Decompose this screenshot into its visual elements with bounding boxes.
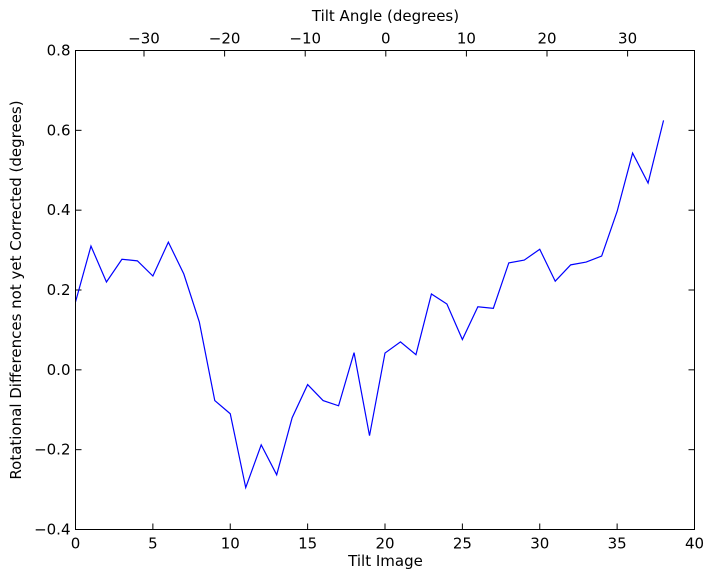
y-tick-label: 0.2	[47, 281, 71, 299]
top-x-tick-label: −20	[209, 30, 241, 48]
x-tick-label: 35	[608, 535, 627, 553]
x-tick-label: 15	[298, 535, 317, 553]
x-tick-label: 25	[453, 535, 472, 553]
y-tick-label: 0.6	[47, 121, 71, 139]
x-tick-label: 40	[685, 535, 704, 553]
top-x-tick-label: −30	[128, 30, 160, 48]
series-layer	[74, 120, 665, 490]
series-line	[74, 120, 665, 490]
top-x-tick-label: 20	[537, 30, 556, 48]
top-axis-title: Tilt Angle (degrees)	[311, 7, 459, 25]
top-x-tick-label: 0	[381, 30, 391, 48]
y-tick-label: 0.8	[47, 42, 71, 60]
x-tick-label: 30	[530, 535, 549, 553]
x-tick-label: 20	[375, 535, 394, 553]
y-tick-label: −0.4	[34, 521, 70, 539]
x-axis-title: Tilt Image	[347, 552, 423, 570]
top-x-tick-label: −10	[289, 30, 321, 48]
y-tick-label: 0.4	[47, 201, 71, 219]
ticks-layer: 0 5 10 15 20 25 30 35 40 −30 −20 −10 0 10 20 30 −0.4 −0.2…	[34, 30, 704, 553]
top-x-tick-label: 10	[457, 30, 476, 48]
x-tick-label: 5	[148, 535, 158, 553]
y-tick-label: −0.2	[34, 441, 70, 459]
top-x-tick-label: 30	[618, 30, 637, 48]
y-axis-title: Rotational Differences not yet Corrected…	[7, 100, 25, 479]
x-tick-label: 0	[71, 535, 81, 553]
y-tick-label: 0.0	[47, 361, 71, 379]
plot-frame	[75, 50, 695, 530]
x-tick-label: 10	[221, 535, 240, 553]
